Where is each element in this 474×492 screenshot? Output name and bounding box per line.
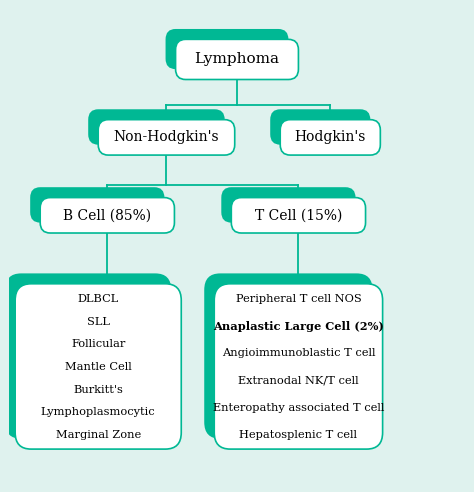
Text: DLBCL: DLBCL	[78, 294, 119, 304]
Text: Hepatosplenic T cell: Hepatosplenic T cell	[239, 430, 357, 440]
Text: Follicular: Follicular	[71, 339, 126, 349]
Text: Lymphoma: Lymphoma	[194, 53, 280, 66]
Text: Peripheral T cell NOS: Peripheral T cell NOS	[236, 294, 361, 304]
FancyBboxPatch shape	[98, 120, 235, 155]
Text: T Cell (15%): T Cell (15%)	[255, 208, 342, 222]
Text: Hodgkin's: Hodgkin's	[295, 130, 366, 144]
FancyBboxPatch shape	[270, 109, 370, 145]
Text: Mantle Cell: Mantle Cell	[65, 362, 132, 372]
FancyBboxPatch shape	[88, 109, 225, 145]
Text: Anaplastic Large Cell (2%): Anaplastic Large Cell (2%)	[213, 321, 384, 332]
FancyBboxPatch shape	[214, 284, 383, 449]
FancyBboxPatch shape	[231, 198, 365, 233]
Text: Extranodal NK/T cell: Extranodal NK/T cell	[238, 375, 359, 386]
FancyBboxPatch shape	[280, 120, 380, 155]
FancyBboxPatch shape	[221, 187, 356, 222]
Text: Enteropathy associated T cell: Enteropathy associated T cell	[213, 403, 384, 413]
Text: Non-Hodgkin's: Non-Hodgkin's	[114, 130, 219, 144]
FancyBboxPatch shape	[165, 29, 288, 69]
FancyBboxPatch shape	[204, 274, 373, 439]
Text: Burkitt's: Burkitt's	[73, 385, 123, 395]
Text: B Cell (85%): B Cell (85%)	[63, 208, 151, 222]
FancyBboxPatch shape	[5, 274, 171, 439]
Text: Lymphoplasmocytic: Lymphoplasmocytic	[41, 407, 155, 417]
Text: Angioimmunoblastic T cell: Angioimmunoblastic T cell	[222, 348, 375, 358]
Text: SLL: SLL	[87, 316, 109, 327]
FancyBboxPatch shape	[15, 284, 181, 449]
FancyBboxPatch shape	[40, 198, 174, 233]
FancyBboxPatch shape	[175, 39, 299, 80]
FancyBboxPatch shape	[30, 187, 164, 222]
Text: Marginal Zone: Marginal Zone	[55, 430, 141, 440]
